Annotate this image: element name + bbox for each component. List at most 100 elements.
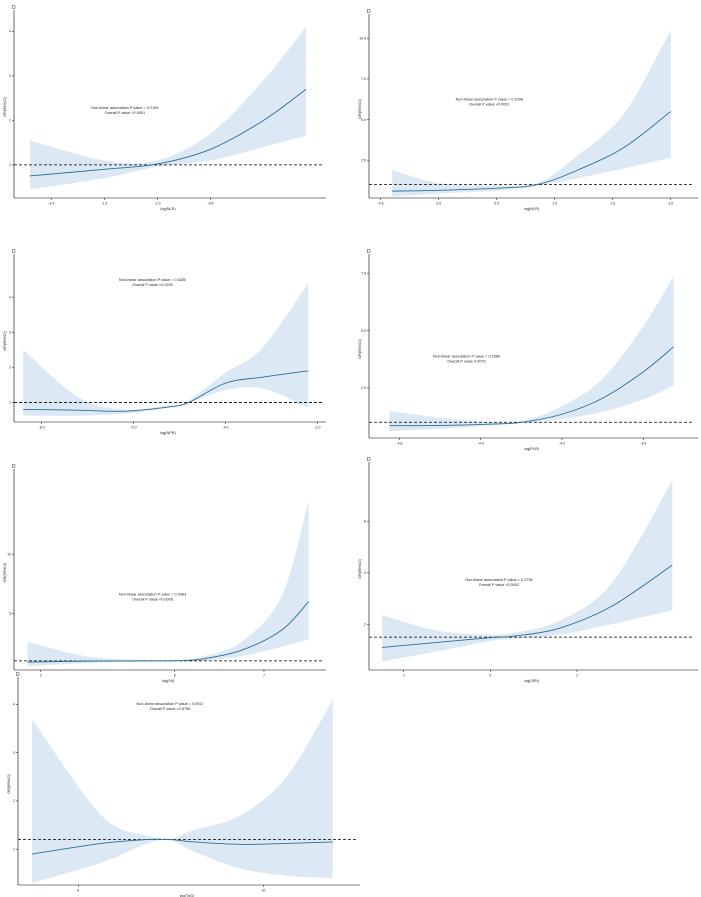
chart-panel-2: -0.5 0.0 0.5 1.0 1.5 2.0 2.5 5.0 7.5 10.0 log(NLR)… (358, 9, 698, 211)
chart-panel-7: 6 10 1 2 3 4 log(TyG) OR(95%CI) D Non-linear asso… (7, 672, 360, 897)
y-tick-label: 3 (9, 74, 11, 78)
y-axis-title: OR(95%CI) (7, 773, 11, 793)
y-tick-label: 5.0 (361, 118, 366, 122)
y-tick-label: 4 (13, 703, 15, 707)
x-axis-title: log(PLR) (524, 447, 540, 451)
y-tick-label: 10 (7, 552, 11, 556)
y-tick-label: 1 (9, 163, 11, 167)
x-tick-label: -4.8 (396, 442, 402, 446)
p-value-annotation: Overall P value 0.0079 (447, 360, 485, 364)
y-axis-title: OR(95%CI) (3, 562, 7, 582)
chart-panel-3: -6.0 -5.0 -4.0 -3.0 1 2 3 4 log(NPR) OR(95%CI) D No… (3, 249, 326, 435)
confidence-band (23, 283, 309, 416)
p-value-annotation: Overall P value <0.0200 (132, 283, 173, 287)
x-tick-label: 1.5 (610, 202, 615, 206)
y-tick-label: 1 (13, 847, 15, 851)
x-tick-label: -6.0 (39, 426, 45, 430)
p-value-annotation: Non-linear association P value = 0.2736 (465, 578, 532, 582)
x-tick-label: 2 (40, 674, 42, 678)
confidence-band (382, 480, 673, 662)
x-tick-label: 7 (263, 674, 265, 678)
x-tick-label: -0.5 (378, 202, 384, 206)
y-tick-label: 7.5 (361, 272, 366, 276)
x-tick-label: -5.0 (131, 426, 137, 430)
chart-panel-1: -2.0 -1.5 -1.0 -0.5 1 2 3 4 log(NLR) OR(95%CI) D No… (3, 5, 326, 211)
confidence-band (31, 699, 333, 883)
x-tick-label: -4.4 (478, 442, 484, 446)
y-axis-title: OR(95%CI) (3, 330, 7, 350)
panel-label: D (12, 249, 16, 255)
confidence-band (29, 26, 307, 190)
p-value-annotation: Non-linear association P value = 0.1689 (433, 355, 500, 359)
y-tick-label: 2.5 (361, 386, 366, 390)
y-tick-label: 2 (9, 366, 11, 370)
x-tick-label: 0.5 (494, 202, 499, 206)
x-axis-title: log(NLR) (160, 207, 176, 211)
x-tick-label: -1.0 (154, 202, 160, 206)
x-tick-label: 10 (261, 889, 265, 893)
chart-panel-4: -4.8 -4.4 -4.0 -3.6 2.5 5.0 7.5 log(PLR) OR(95%C… (358, 249, 698, 451)
p-value-annotation: Overall P value <0.0001 (469, 102, 510, 106)
x-axis-title: log(NLR) (524, 207, 540, 211)
or-curve (23, 370, 309, 412)
y-tick-label: 2.5 (361, 158, 366, 162)
y-axis-title: OR(95%CI) (358, 558, 362, 578)
x-axis-title: log(TyG) (180, 894, 195, 897)
y-tick-label: 2 (9, 119, 11, 123)
x-tick-label: -1 (402, 674, 405, 678)
x-tick-label: -4.0 (222, 426, 228, 430)
y-tick-label: 3 (13, 751, 15, 755)
or-curve (389, 346, 674, 427)
chart-panel-6: -1 0 1 2 4 6 log(SIRI) OR(95%CI) D Non-linear ass… (358, 457, 698, 683)
p-value-annotation: Non-linear association P value = 0.6917 (137, 702, 204, 706)
x-tick-label: 0 (489, 674, 491, 678)
panel-label: D (16, 672, 20, 678)
y-tick-label: 2 (13, 799, 15, 803)
x-tick-label: 0.0 (436, 202, 441, 206)
y-axis-title: OR(95%CI) (358, 338, 362, 358)
y-tick-label: 2 (364, 622, 366, 626)
panel-label: D (367, 249, 371, 255)
x-tick-label: -4.0 (559, 442, 565, 446)
p-value-annotation: Non-linear association P value = 0.5250 (119, 278, 186, 282)
x-axis-title: log(NPR) (160, 431, 176, 435)
panel-label: D (12, 5, 16, 11)
confidence-band (389, 275, 674, 432)
x-tick-label: 1 (576, 674, 578, 678)
p-value-annotation: Overall P value <0.8756 (150, 707, 191, 711)
p-value-annotation: Overall P value <0.0001 (105, 111, 146, 115)
p-value-annotation: Non-linear association P value = 0.2199 (91, 106, 158, 110)
or-curve (29, 88, 307, 177)
y-tick-label: 6 (364, 520, 366, 524)
y-tick-label: 1 (9, 401, 11, 405)
p-value-annotation: Overall P value <0.0002 (479, 583, 520, 587)
confidence-band (27, 500, 309, 667)
y-tick-label: 5 (9, 612, 11, 616)
p-value-annotation: Overall P value <0.0006 (132, 597, 173, 601)
x-tick-label: -1.5 (101, 202, 107, 206)
y-tick-label: 4 (9, 295, 11, 299)
confidence-band (392, 30, 671, 197)
y-axis-title: OR(95%CI) (3, 96, 7, 116)
y-tick-label: 10.0 (359, 36, 366, 40)
y-tick-label: 3 (9, 330, 11, 334)
panel-label: D (367, 457, 371, 463)
or-curve (31, 838, 333, 855)
y-tick-label: 7.5 (361, 77, 366, 81)
p-value-annotation: Non-linear association P value = 0.1008 (456, 97, 523, 101)
y-tick-label: 5.0 (361, 329, 366, 333)
y-tick-label: 4 (9, 30, 11, 34)
panel-label: D (12, 464, 16, 470)
chart-panel-5: 2 5 7 5 10 log(SII) OR(95%CI) D Non-linear assoc… (3, 464, 326, 683)
y-tick-label: 4 (364, 571, 366, 575)
x-axis-title: log(SII) (162, 679, 175, 683)
x-tick-label: -0.5 (207, 202, 213, 206)
p-value-annotation: Non-linear association P value = 0.0463 (119, 592, 186, 596)
x-tick-label: 2.0 (668, 202, 673, 206)
x-tick-label: 6 (77, 889, 79, 893)
y-axis-title: OR(95%CI) (358, 98, 362, 118)
x-tick-label: 5 (174, 674, 176, 678)
or-curve (27, 601, 309, 663)
x-tick-label: -3.0 (314, 426, 320, 430)
